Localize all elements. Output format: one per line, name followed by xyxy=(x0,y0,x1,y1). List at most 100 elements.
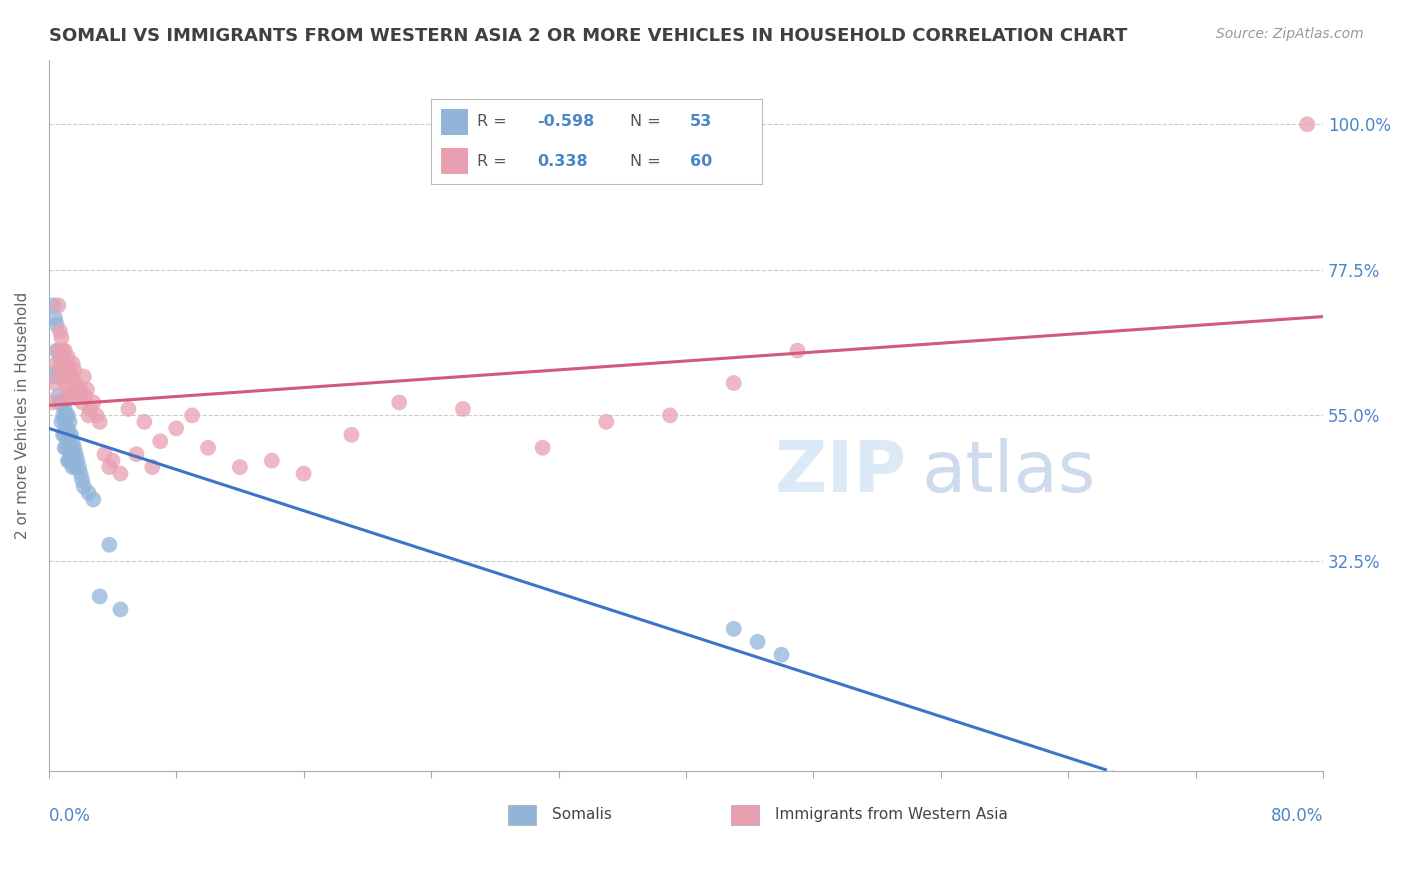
Point xyxy=(66,383,89,397)
Point xyxy=(69,383,91,397)
Point xyxy=(786,343,808,358)
Point xyxy=(79,401,101,416)
Point xyxy=(70,395,93,409)
Point xyxy=(58,415,80,429)
Point xyxy=(49,369,72,384)
Point xyxy=(340,427,363,442)
Point xyxy=(52,395,75,409)
Point xyxy=(77,409,100,423)
Point xyxy=(62,357,84,371)
Point xyxy=(53,401,76,416)
Point xyxy=(56,434,79,449)
Point xyxy=(55,441,77,455)
Point xyxy=(45,343,67,358)
Point xyxy=(55,357,77,371)
Point xyxy=(117,401,139,416)
Point xyxy=(66,453,89,467)
Point xyxy=(76,383,98,397)
Point xyxy=(62,389,84,403)
Text: 0.0%: 0.0% xyxy=(49,806,90,825)
Point xyxy=(52,427,75,442)
Point xyxy=(73,369,96,384)
Point xyxy=(70,473,93,487)
Point xyxy=(52,343,75,358)
Point xyxy=(197,441,219,455)
Point xyxy=(82,492,104,507)
Point xyxy=(659,409,682,423)
Text: Source: ZipAtlas.com: Source: ZipAtlas.com xyxy=(1216,27,1364,41)
Text: 80.0%: 80.0% xyxy=(1271,806,1323,825)
Point xyxy=(93,447,115,461)
Point xyxy=(63,363,86,377)
Bar xyxy=(508,805,536,824)
Text: Somalis: Somalis xyxy=(553,807,612,822)
Point xyxy=(260,453,283,467)
Point xyxy=(63,441,86,455)
Point xyxy=(46,343,69,358)
Point xyxy=(82,395,104,409)
Y-axis label: 2 or more Vehicles in Household: 2 or more Vehicles in Household xyxy=(15,292,30,539)
Point xyxy=(60,427,83,442)
Point xyxy=(58,427,80,442)
Point xyxy=(149,434,172,449)
Point xyxy=(55,421,77,435)
Point xyxy=(60,453,83,467)
Point xyxy=(56,350,79,364)
Point xyxy=(51,331,73,345)
Point xyxy=(58,389,80,403)
Point xyxy=(53,376,76,390)
Point xyxy=(46,363,69,377)
Point xyxy=(49,324,72,338)
Point xyxy=(110,602,132,616)
Bar xyxy=(731,805,759,824)
Point xyxy=(62,460,84,475)
Point xyxy=(60,441,83,455)
Point xyxy=(110,467,132,481)
Point xyxy=(56,421,79,435)
Point xyxy=(63,453,86,467)
Point xyxy=(451,401,474,416)
Point xyxy=(125,447,148,461)
Point xyxy=(595,415,617,429)
Point xyxy=(73,479,96,493)
Point xyxy=(44,311,66,326)
Point xyxy=(46,298,69,312)
Point xyxy=(141,460,163,475)
Point xyxy=(44,376,66,390)
Point xyxy=(65,460,87,475)
Point xyxy=(89,415,111,429)
Point xyxy=(531,441,554,455)
Text: atlas: atlas xyxy=(922,438,1097,507)
Point xyxy=(51,415,73,429)
Point xyxy=(53,415,76,429)
Point xyxy=(58,453,80,467)
Text: Immigrants from Western Asia: Immigrants from Western Asia xyxy=(775,807,1008,822)
Point xyxy=(53,343,76,358)
Point xyxy=(60,369,83,384)
Text: SOMALI VS IMMIGRANTS FROM WESTERN ASIA 2 OR MORE VEHICLES IN HOUSEHOLD CORRELATI: SOMALI VS IMMIGRANTS FROM WESTERN ASIA 2… xyxy=(49,27,1128,45)
Point xyxy=(86,409,108,423)
Point xyxy=(181,409,204,423)
Point xyxy=(56,376,79,390)
Point xyxy=(101,453,124,467)
Point xyxy=(165,421,187,435)
Point xyxy=(770,648,793,662)
Point xyxy=(49,363,72,377)
Point xyxy=(229,460,252,475)
Text: ZIP: ZIP xyxy=(775,438,907,507)
Point xyxy=(65,447,87,461)
Point xyxy=(56,409,79,423)
Point xyxy=(62,434,84,449)
Point xyxy=(52,409,75,423)
Point xyxy=(49,395,72,409)
Point xyxy=(49,350,72,364)
Point xyxy=(42,395,65,409)
Point xyxy=(723,376,745,390)
Point xyxy=(45,318,67,332)
Point xyxy=(69,467,91,481)
Point xyxy=(55,389,77,403)
Point xyxy=(56,453,79,467)
Point xyxy=(98,538,121,552)
Point xyxy=(388,395,411,409)
Point xyxy=(134,415,156,429)
